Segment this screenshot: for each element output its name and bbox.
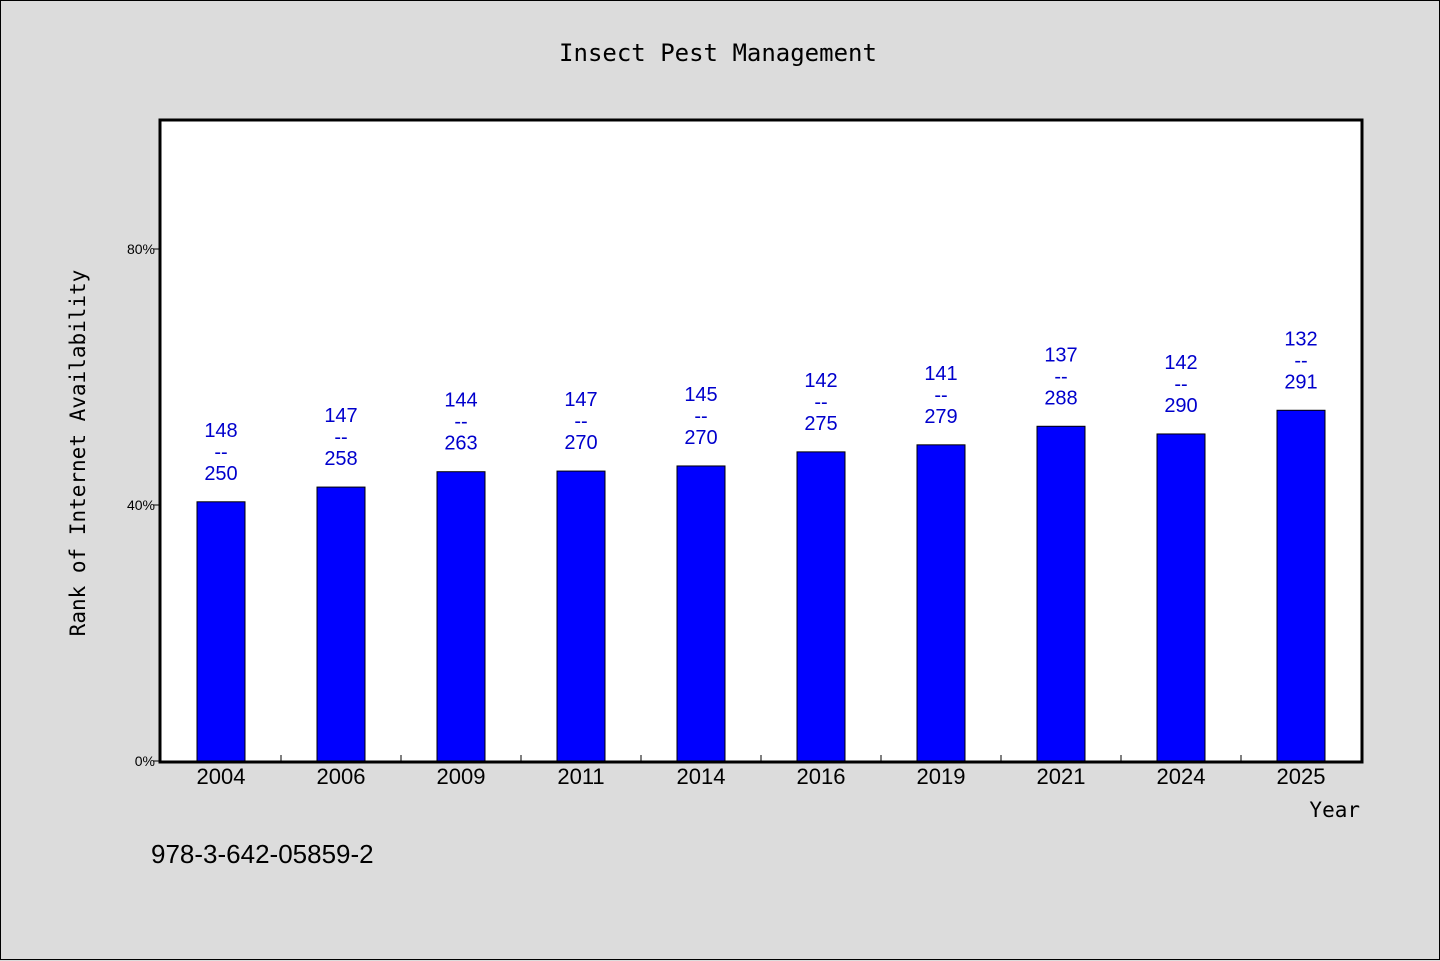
bar-2025	[1276, 409, 1326, 762]
x-tick-label-2021: 2021	[1037, 764, 1086, 789]
bar-label-2025-1: --	[1294, 350, 1307, 372]
bar-label-2024-2: 290	[1164, 395, 1197, 417]
bar-2021	[1036, 425, 1086, 762]
bar-label-2016-1: --	[814, 391, 827, 413]
x-tick-label-2019: 2019	[917, 764, 966, 789]
bar-labels-group: 148--250147--258144--263147--270145--270…	[204, 328, 1317, 485]
bar-label-2016-0: 142	[804, 370, 837, 392]
bar-label-2004-2: 250	[204, 463, 237, 485]
y-tick-label: 0%	[135, 753, 155, 769]
x-axis-ticks: 2004 2006 2009 2011 2014 2016 2019 2021 2024 2025	[197, 755, 1326, 789]
bar-label-2004-0: 148	[204, 420, 237, 442]
bar-2006	[316, 486, 366, 762]
bar-label-2014-1: --	[694, 405, 707, 427]
bar-label-2014-0: 145	[684, 384, 717, 406]
bar-label-2014-2: 270	[684, 427, 717, 449]
bar-label-2011-2: 270	[564, 432, 597, 454]
x-tick-label-2014: 2014	[677, 764, 726, 789]
bar-label-2019-2: 279	[924, 406, 957, 428]
bar-label-2006-2: 258	[324, 448, 357, 470]
bar-label-2009-1: --	[454, 411, 467, 433]
bar-2016	[796, 451, 846, 762]
x-tick-label-2016: 2016	[797, 764, 846, 789]
bar-label-2006-0: 147	[324, 405, 357, 427]
x-tick-label-2025: 2025	[1277, 764, 1326, 789]
bar-label-2025-2: 291	[1284, 371, 1317, 393]
x-tick-label-2009: 2009	[437, 764, 486, 789]
bar-label-2024-0: 142	[1164, 352, 1197, 374]
isbn-annotation: 978-3-642-05859-2	[151, 839, 374, 869]
bar-label-2011-1: --	[574, 411, 587, 433]
y-axis-ticks: 0% 40% 80%	[127, 241, 161, 769]
y-tick-label: 80%	[127, 241, 155, 257]
bar-2014	[676, 465, 726, 762]
y-axis-label: Rank of Internet Availability	[66, 270, 90, 637]
bar-label-2019-1: --	[934, 384, 947, 406]
x-axis-label: Year	[1309, 798, 1360, 822]
y-tick-label: 40%	[127, 497, 155, 513]
x-tick-label-2011: 2011	[557, 764, 604, 789]
bars-group	[196, 409, 1326, 762]
bar-label-2016-2: 275	[804, 413, 837, 435]
chart-title: Insect Pest Management	[559, 39, 877, 67]
bar-label-2006-1: --	[334, 427, 347, 449]
bar-label-2019-0: 141	[924, 363, 957, 385]
bar-2004	[196, 501, 246, 762]
bar-label-2009-0: 144	[444, 390, 477, 412]
bar-label-2021-2: 288	[1044, 387, 1077, 409]
bar-2019	[916, 444, 966, 762]
x-tick-label-2004: 2004	[197, 764, 246, 789]
x-tick-label-2024: 2024	[1157, 764, 1206, 789]
x-tick-label-2006: 2006	[317, 764, 366, 789]
bar-label-2021-0: 137	[1044, 344, 1077, 366]
bar-label-2021-1: --	[1054, 366, 1067, 388]
bar-2009	[436, 471, 486, 762]
bar-2011	[556, 470, 606, 762]
bar-label-2025-0: 132	[1284, 328, 1317, 350]
bar-label-2004-1: --	[214, 441, 227, 463]
bar-label-2011-0: 147	[564, 389, 597, 411]
bar-2024	[1156, 433, 1206, 762]
bar-label-2009-2: 263	[444, 433, 477, 455]
bar-label-2024-1: --	[1174, 373, 1187, 395]
